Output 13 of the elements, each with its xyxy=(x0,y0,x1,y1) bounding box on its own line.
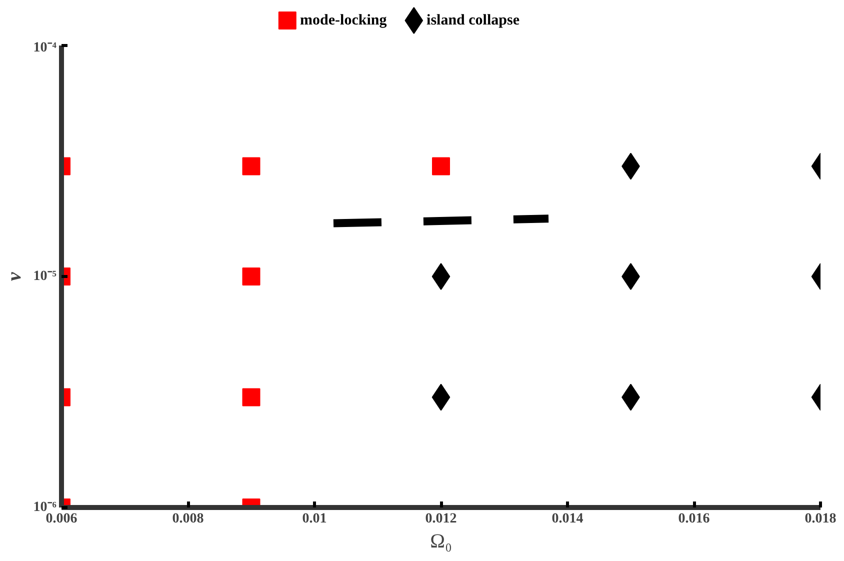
legend-label: island collapse xyxy=(426,12,520,28)
x-tick-label: 0.008 xyxy=(172,512,204,526)
x-axis-title: Ω₀ xyxy=(430,530,452,552)
x-tick-label: 0.012 xyxy=(425,512,457,526)
y-axis-title: ν xyxy=(3,270,26,281)
x-tick-label: 0.016 xyxy=(678,512,710,526)
x-tick-label: 0.01 xyxy=(302,512,327,526)
y-tick-label: 10⁻⁴ xyxy=(33,40,58,56)
x-tick-label: 0.006 xyxy=(46,512,78,526)
legend-label: mode-locking xyxy=(300,12,388,28)
y-tick-label: 10⁻⁵ xyxy=(33,269,57,284)
x-tick-label: 0.014 xyxy=(552,512,584,526)
x-tick-label: 0.018 xyxy=(804,512,836,526)
